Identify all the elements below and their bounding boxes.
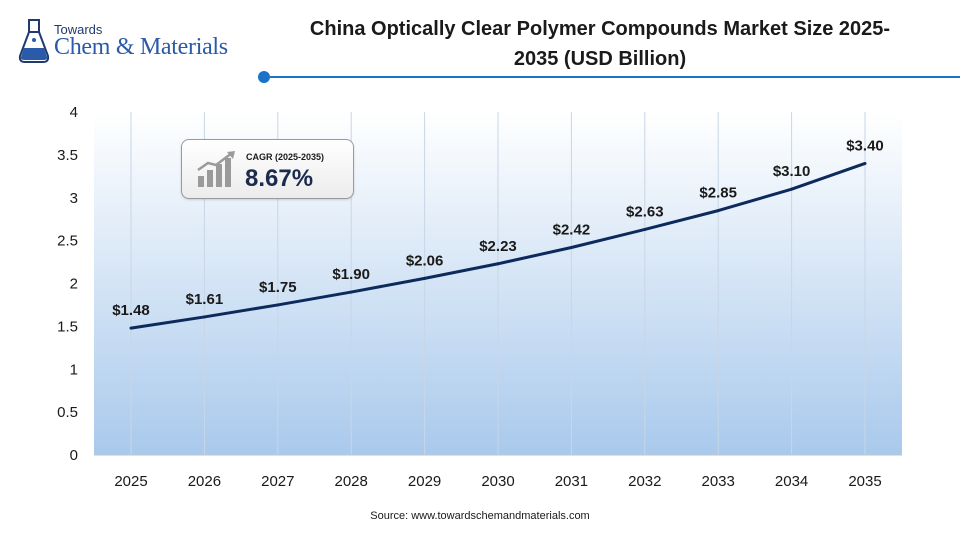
x-tick-label-2032: 2032 [628,473,661,490]
data-label-2031: $2.42 [553,221,591,238]
title-underline [270,76,960,78]
data-point-2027 [276,303,280,307]
data-label-2027: $1.75 [259,279,297,296]
x-tick-label-2026: 2026 [188,473,221,490]
brand-logo: Towards Chem & Materials [16,18,256,66]
data-label-2029: $2.06 [406,252,444,269]
cagr-value: 8.67% [245,165,314,192]
data-label-2032: $2.63 [626,203,664,220]
y-tick-label-3: 3 [70,190,78,207]
data-point-2026 [202,315,206,319]
y-tick-label-2: 2 [70,276,78,293]
data-point-2035 [863,161,867,165]
x-tick-label-2025: 2025 [114,473,147,490]
data-point-2028 [349,290,353,294]
source-note: Source: www.towardschemandmaterials.com [370,510,590,522]
x-tick-label-2027: 2027 [261,473,294,490]
growth-bars-icon [197,151,235,187]
cagr-callout: CAGR (2025-2035) 8.67% [181,139,354,199]
y-tick-label-0: 0 [70,447,78,464]
x-tick-label-2035: 2035 [848,473,881,490]
y-tick-label-1: 1 [70,361,78,378]
x-tick-label-2034: 2034 [775,473,808,490]
y-tick-label-0.5: 0.5 [57,404,78,421]
data-point-2034 [790,187,794,191]
data-point-2025 [129,326,133,330]
data-point-2029 [423,276,427,280]
data-label-2028: $1.90 [332,266,370,283]
data-label-2025: $1.48 [112,302,150,319]
x-tick-label-2033: 2033 [702,473,735,490]
chart-title-line2: 2035 (USD Billion) [513,48,687,70]
data-point-2030 [496,262,500,266]
x-tick-label-2028: 2028 [335,473,368,490]
chart-title-line1: China Optically Clear Polymer Compounds … [309,18,891,40]
data-label-2034: $3.10 [773,163,811,180]
chart-title: China Optically Clear Polymer Compounds … [270,14,930,74]
x-tick-label-2031: 2031 [555,473,588,490]
y-tick-label-4: 4 [70,104,78,121]
flask-icon [18,19,50,63]
data-point-2031 [569,245,573,249]
x-tick-label-2030: 2030 [481,473,514,490]
data-label-2035: $3.40 [846,137,884,154]
data-label-2033: $2.85 [699,185,737,202]
data-point-2032 [643,227,647,231]
cagr-label: CAGR (2025-2035) [246,152,325,162]
y-tick-label-1.5: 1.5 [57,318,78,335]
logo-tagline: Towards [54,22,103,37]
data-point-2033 [716,209,720,213]
title-underline-dot [258,71,270,83]
y-tick-label-3.5: 3.5 [57,147,78,164]
y-tick-label-2.5: 2.5 [57,233,78,250]
x-tick-label-2029: 2029 [408,473,441,490]
logo-wordmark: Chem & Materials [54,34,228,60]
data-label-2026: $1.61 [186,291,224,308]
data-label-2030: $2.23 [479,238,517,255]
